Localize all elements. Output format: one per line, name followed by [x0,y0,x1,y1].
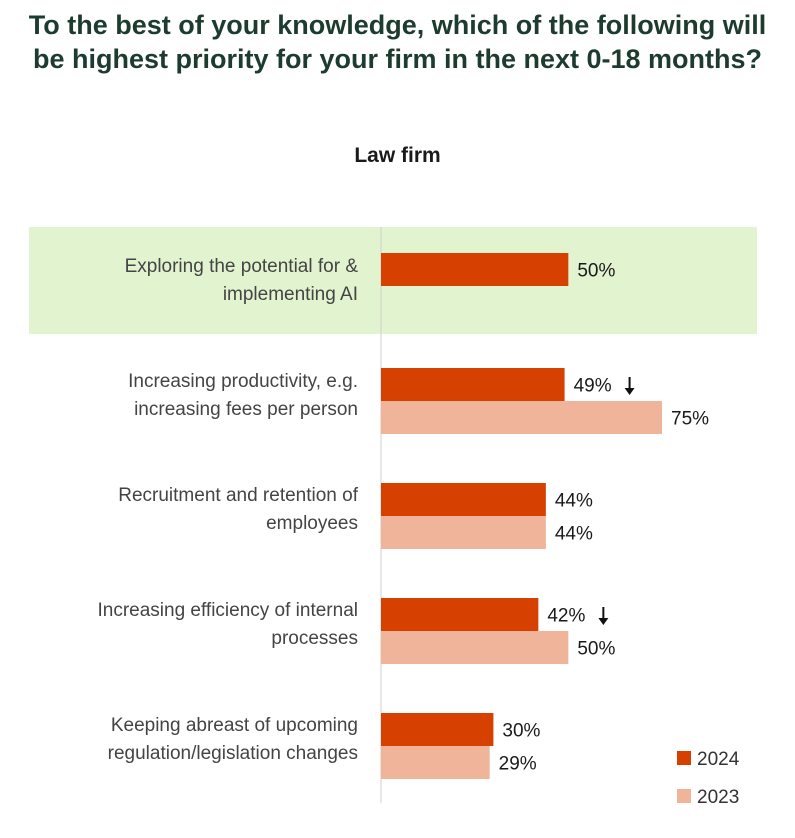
data-label-2024-4: 42% [547,606,585,627]
data-label-2023-3: 44% [555,524,593,545]
data-label-2023-2: 75% [671,409,709,430]
data-label-2024-1: 50% [577,261,615,282]
category-label-line: Keeping abreast of upcoming [111,715,358,736]
category-label-line: regulation/legislation changes [108,743,358,764]
category-label-line: increasing fees per person [134,399,358,420]
bar-2024-1 [381,253,569,286]
bar-2023-5 [381,746,490,779]
legend-swatch-2023 [677,789,691,803]
legend-swatch-2024 [677,751,691,765]
decrease-arrowhead-icon-2 [624,388,635,395]
category-label-2: Increasing productivity, e.g. increasing … [128,371,358,420]
category-label-3: Recruitment and retention of employees [118,485,358,534]
data-label-2024-3: 44% [555,491,593,512]
data-label-2023-4: 50% [577,639,615,660]
data-label-2023-5: 29% [499,754,537,775]
bar-2024-4 [381,598,539,631]
bar-2023-4 [381,631,569,664]
category-label-5: Keeping abreast of upcoming regulation/le… [108,715,358,764]
category-label-line: Recruitment and retention of [118,485,358,506]
chart-title: To the best of your knowledge, which of … [28,10,767,74]
bar-2024-3 [381,483,546,516]
legend-label-2024: 2024 [697,749,740,770]
data-label-2024-5: 30% [502,721,540,742]
bar-2023-3 [381,516,546,549]
data-label-2024-2: 49% [574,376,612,397]
category-label-1: Exploring the potential for & implementin… [125,256,359,305]
category-label-line: employees [266,513,358,534]
category-label-line: Increasing efficiency of internal [97,600,358,621]
category-label-line: implementing AI [223,284,358,305]
bar-2024-5 [381,713,494,746]
category-label-line: processes [271,628,358,649]
bar-2024-2 [381,368,565,401]
chart-subtitle: Law firm [354,144,441,167]
decrease-arrowhead-icon-4 [598,618,609,625]
bar-2023-2 [381,401,662,434]
category-label-line: Exploring the potential for & [125,256,359,277]
category-label-4: Increasing efficiency of internal process… [97,600,358,649]
category-label-line: Increasing productivity, e.g. [128,371,358,392]
legend-label-2023: 2023 [697,787,739,808]
